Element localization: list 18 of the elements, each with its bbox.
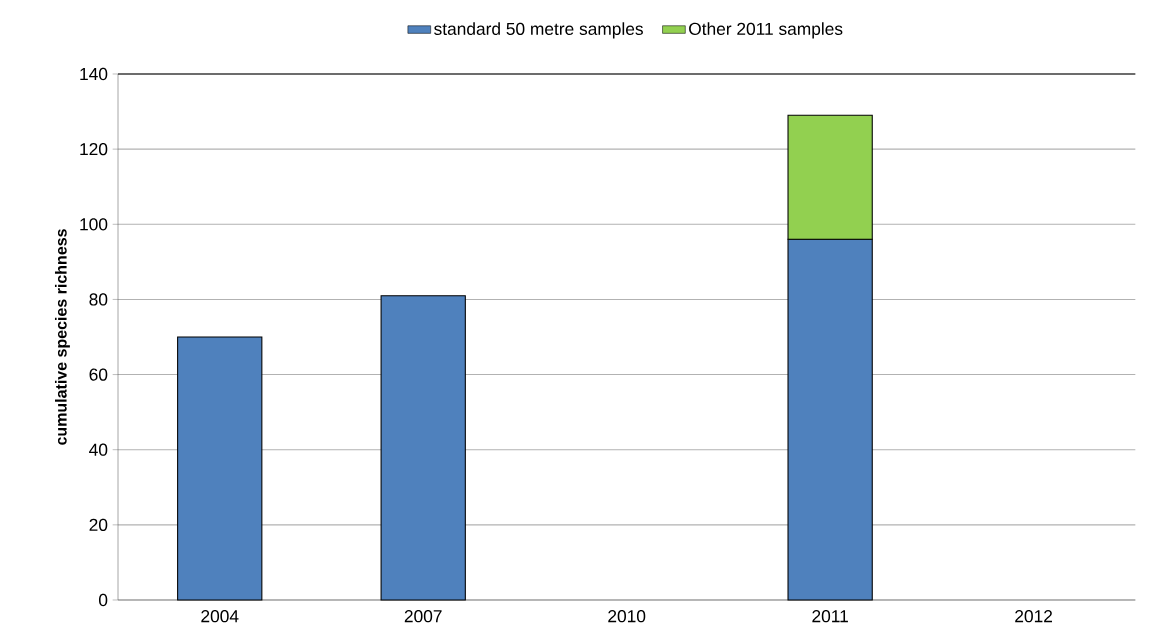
y-tick-label: 80	[89, 293, 108, 306]
y-axis-title: cumulative species richness	[54, 229, 70, 445]
legend-label: standard 50 metre samples	[434, 22, 643, 39]
x-tick-label: 2011	[812, 610, 848, 623]
x-tick-label: 2007	[404, 610, 442, 623]
bar	[380, 295, 466, 601]
y-tick-label: 120	[80, 143, 108, 156]
x-tick-label: 2010	[608, 610, 646, 623]
x-tick-label: 2004	[201, 610, 239, 623]
y-tick-label: 20	[89, 518, 108, 531]
x-tick-label: 2012	[1015, 610, 1052, 623]
legend-label: Other 2011 samples	[689, 22, 843, 39]
y-tick-label: 100	[80, 218, 108, 231]
y-tick-label: 140	[80, 67, 108, 81]
y-tick-label: 40	[89, 443, 108, 456]
y-tick-label: 0	[98, 593, 108, 607]
y-tick-label: 60	[89, 368, 108, 381]
bar	[177, 336, 263, 601]
